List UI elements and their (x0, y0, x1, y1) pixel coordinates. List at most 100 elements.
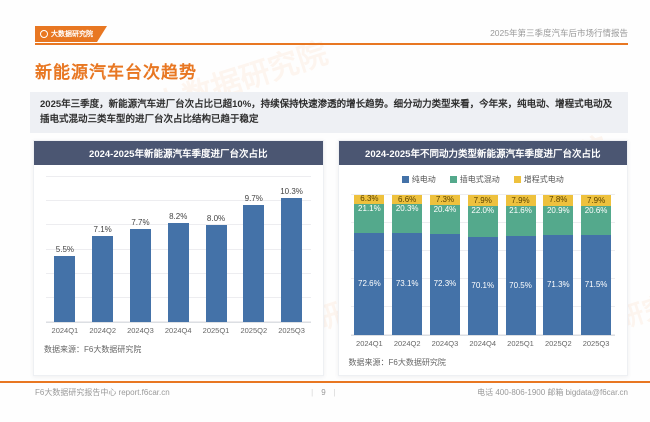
bar-column: 7.9% 22.0% 70.1% (464, 195, 502, 335)
left-chart-plot-area: 5.5% 7.1% 7.7% 8.2% 8.0% 9.7% 10.3% 2024Q1 2024Q… (34, 165, 323, 335)
logo-badge: 大数据研究院 (35, 26, 107, 42)
bar (92, 236, 114, 322)
segment-value-label: 22.0% (471, 206, 495, 216)
bar-segment: 20.4% (429, 205, 460, 234)
bar (167, 222, 189, 322)
x-axis-label: 2024Q1 (51, 326, 79, 335)
x-axis: 2024Q1 2024Q2 2024Q3 2024Q4 2025Q1 2025Q2 2025… (350, 335, 615, 348)
bar-segment: 7.9% (505, 195, 536, 207)
bar-segment: 72.6% (354, 233, 385, 335)
logo-icon (40, 30, 48, 38)
bar-segment: 7.8% (543, 195, 574, 206)
legend-label: 增程式电动 (523, 175, 564, 184)
bar-column: 7.9% 20.6% 71.5% (577, 195, 615, 335)
page-number: | 9 | (311, 388, 336, 397)
stacked-bar: 7.9% 20.6% 71.5% (581, 195, 612, 335)
quarterly-share-chart-card: 2024-2025年新能源汽车季度进厂台次占比 5.5% 7.1% 7.7% 8.2%… (33, 140, 324, 376)
bar-column: 5.5% (46, 177, 84, 322)
segment-value-label: 71.3% (546, 280, 570, 290)
bar-segment: 21.6% (505, 206, 536, 237)
bar-value-label: 8.2% (169, 211, 188, 221)
page-number-separator: | (311, 388, 314, 397)
bar-segment: 22.0% (467, 206, 498, 237)
bar-column: 10.3% (273, 177, 311, 322)
x-axis-label: 2024Q3 (431, 339, 459, 348)
bar-segment: 70.5% (505, 236, 536, 335)
bars-row: 5.5% 7.1% 7.7% 8.2% 8.0% 9.7% 10.3% (46, 177, 311, 322)
charts-row: 2024-2025年新能源汽车季度进厂台次占比 5.5% 7.1% 7.7% 8.2%… (33, 140, 628, 376)
bar-value-label: 8.0% (206, 214, 226, 224)
bar-column: 7.1% (84, 177, 122, 322)
bar-column: 6.6% 20.3% 73.1% (388, 195, 426, 335)
chart-legend: 纯电动 插电式混动 增程式电动 (341, 174, 626, 185)
x-axis-label: 2024Q1 (356, 339, 383, 348)
gridline (46, 176, 311, 177)
bar-column: 7.9% 21.6% 70.5% (502, 195, 540, 335)
bar-segment: 71.3% (543, 235, 574, 335)
stacked-bar: 7.3% 20.4% 72.3% (429, 195, 460, 335)
bar-value-label: 9.7% (244, 193, 263, 203)
bar-column: 8.2% (159, 177, 197, 322)
bar-segment: 7.9% (581, 195, 612, 207)
stacked-bar: 6.6% 20.3% 73.1% (392, 195, 423, 335)
bar-segment: 20.6% (581, 206, 612, 235)
bar-segment: 7.9% (467, 195, 498, 207)
bars-row: 6.3% 21.1% 72.6% 6.6% 20.3% 73.1% 7.3% 20.4% 72.… (351, 195, 616, 335)
chart-plot: 5.5% 7.1% 7.7% 8.2% 8.0% 9.7% 10.3% (46, 176, 311, 322)
powertrain-mix-chart-card: 2024-2025年不同动力类型新能源汽车季度进厂台次占比 纯电动 插电式混动 增程… (337, 140, 628, 376)
segment-value-label: 70.5% (509, 280, 532, 290)
x-axis: 2024Q1 2024Q2 2024Q3 2024Q4 2025Q1 2025Q2 2025… (46, 322, 311, 335)
bar-segment: 73.1% (392, 232, 423, 335)
segment-value-label: 73.1% (395, 278, 419, 288)
bar-segment: 6.3% (354, 194, 385, 204)
stacked-bar: 7.9% 21.6% 70.5% (505, 195, 536, 335)
gridline (46, 200, 311, 202)
stacked-bar: 6.3% 21.1% 72.6% (354, 194, 385, 335)
segment-value-label: 21.1% (358, 203, 381, 213)
page-header: 大数据研究院 2025年第三季度汽车后市场行情报告 (35, 26, 628, 45)
x-axis-label: 2025Q3 (278, 326, 305, 335)
segment-value-label: 20.4% (433, 205, 457, 215)
bar (54, 255, 76, 322)
x-axis-label: 2025Q3 (582, 339, 610, 348)
x-axis-label: 2024Q2 (393, 339, 421, 348)
legend-item: 纯电动 (401, 174, 436, 185)
segment-value-label: 20.6% (584, 206, 608, 216)
segment-value-label: 7.8% (549, 195, 568, 205)
report-title: 2025年第三季度汽车后市场行情报告 (490, 28, 628, 38)
footer-right: 电话 400-806-1900 邮箱 bigdata@f6car.cn (477, 388, 628, 397)
bar (205, 225, 227, 322)
segment-value-label: 20.3% (395, 204, 419, 214)
legend-item: 插电式混动 (449, 174, 500, 185)
bar-column: 9.7% (235, 177, 273, 322)
legend-swatch (449, 176, 457, 183)
segment-value-label: 6.3% (360, 194, 379, 204)
right-chart-source: 数据来源：F6大数据研究院 (348, 358, 446, 367)
left-chart-title: 2024-2025年新能源汽车季度进厂台次占比 (34, 141, 323, 165)
segment-value-label: 72.3% (433, 279, 457, 289)
bar-column: 6.3% 21.1% 72.6% (351, 195, 389, 335)
x-axis-label: 2025Q1 (507, 339, 534, 348)
chart-plot: 6.3% 21.1% 72.6% 6.6% 20.3% 73.1% 7.3% 20.4% 72.… (350, 194, 616, 335)
right-chart-plot-area: 纯电动 插电式混动 增程式电动 6.3% 21.1% 72.6% 6.6% 20.3% 73.1… (339, 165, 628, 348)
x-axis-label: 2025Q1 (202, 326, 230, 335)
segment-value-label: 7.9% (473, 195, 492, 205)
segment-value-label: 7.9% (511, 195, 530, 205)
bar-value-label: 7.1% (93, 225, 112, 235)
bar-value-label: 10.3% (280, 186, 303, 196)
bar (243, 204, 265, 322)
footer-left: F6大数据研究报告中心 report.f6car.cn (35, 388, 170, 397)
segment-value-label: 20.9% (546, 205, 570, 215)
stacked-bar: 7.8% 20.9% 71.3% (543, 195, 574, 335)
bar-segment: 70.1% (467, 236, 498, 335)
bar-segment: 71.5% (581, 234, 612, 335)
bar-segment: 20.3% (392, 204, 423, 233)
legend-swatch (401, 176, 409, 183)
bar-column: 8.0% (197, 177, 235, 322)
bar (281, 197, 303, 322)
gridline (350, 194, 615, 195)
segment-value-label: 70.1% (471, 280, 495, 290)
bar-segment: 21.1% (354, 203, 385, 234)
bar-segment: 6.6% (392, 195, 423, 205)
